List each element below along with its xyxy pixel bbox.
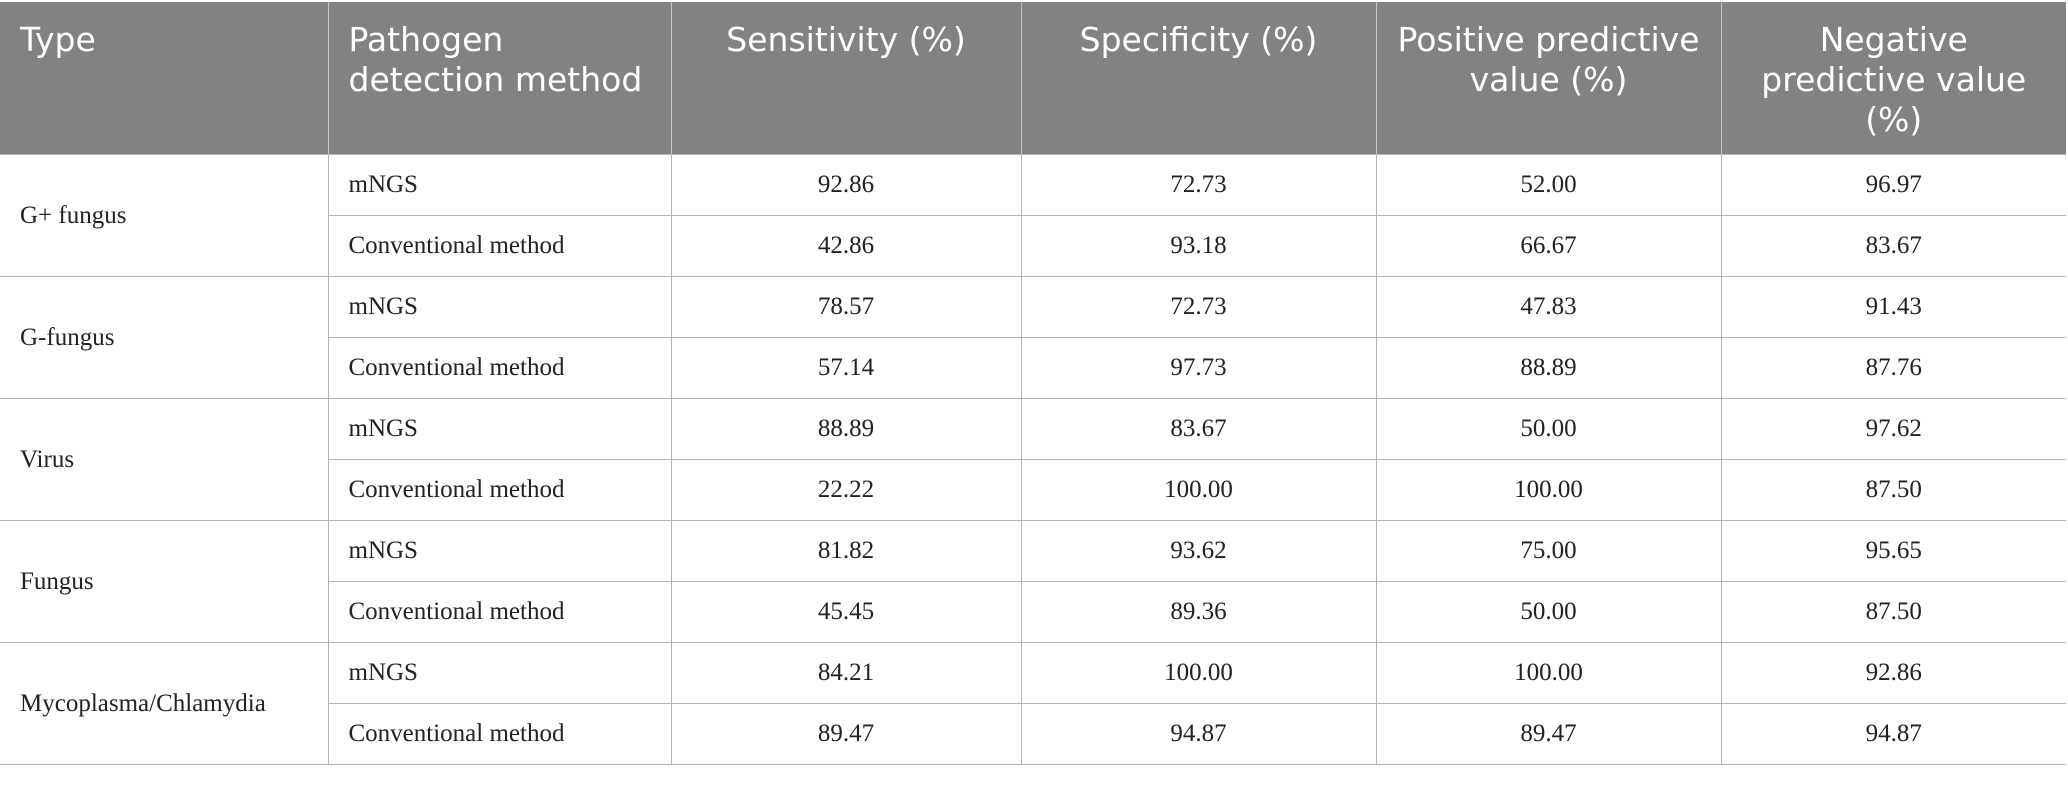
results-table: Type Pathogen detection method Sensitivi… [0, 2, 2066, 765]
ppv-cell: 100.00 [1375, 642, 1722, 704]
table-row: G+ fungus mNGS 92.86 72.73 52.00 96.97 [0, 154, 2066, 277]
sensitivity-cell: 57.14 [670, 337, 1022, 399]
header-sensitivity: Sensitivity (%) [670, 2, 1021, 155]
specificity-cell: 100.00 [1020, 459, 1377, 521]
type-cell: G+ fungus [0, 154, 329, 277]
type-cell: Mycoplasma/Chlamydia [0, 642, 329, 765]
method-cell: Conventional method [328, 215, 672, 277]
ppv-cell: 50.00 [1375, 581, 1722, 643]
ppv-cell: 100.00 [1375, 459, 1722, 521]
sensitivity-cell: 78.57 [670, 276, 1022, 338]
npv-cell: 87.76 [1720, 337, 2066, 399]
header-ppv: Positive predictive value (%) [1375, 2, 1721, 155]
sensitivity-cell: 88.89 [670, 398, 1022, 460]
npv-cell: 91.43 [1720, 276, 2066, 338]
table-row: Conventional method 42.86 93.18 66.67 83… [0, 215, 2066, 277]
type-cell: Virus [0, 398, 329, 521]
specificity-cell: 93.62 [1020, 520, 1377, 582]
method-cell: mNGS [327, 276, 672, 338]
ppv-cell: 50.00 [1375, 398, 1722, 460]
header-row: Type Pathogen detection method Sensitivi… [0, 2, 2066, 155]
table-row: Fungus mNGS 81.82 93.62 75.00 95.65 [0, 520, 2066, 643]
specificity-cell: 83.67 [1020, 398, 1377, 460]
sensitivity-cell: 89.47 [670, 703, 1022, 765]
ppv-cell: 52.00 [1375, 154, 1722, 216]
npv-cell: 97.62 [1720, 398, 2066, 460]
ppv-cell: 75.00 [1375, 520, 1722, 582]
ppv-cell: 47.83 [1375, 276, 1722, 338]
specificity-cell: 89.36 [1020, 581, 1377, 643]
table-row: Conventional method 89.47 94.87 89.47 94… [0, 703, 2066, 765]
specificity-cell: 97.73 [1020, 337, 1377, 399]
table-row: Conventional method 57.14 97.73 88.89 87… [0, 337, 2066, 399]
header-type: Type [0, 2, 328, 155]
ppv-cell: 66.67 [1375, 215, 1722, 277]
method-cell: Conventional method [328, 703, 672, 765]
method-cell: mNGS [327, 154, 672, 216]
table-row: G-fungus mNGS 78.57 72.73 47.83 91.43 [0, 276, 2066, 399]
specificity-cell: 72.73 [1020, 154, 1377, 216]
npv-cell: 95.65 [1720, 520, 2066, 582]
header-specificity: Specificity (%) [1020, 2, 1376, 155]
method-cell: mNGS [327, 398, 672, 460]
npv-cell: 96.97 [1720, 154, 2066, 216]
specificity-cell: 94.87 [1020, 703, 1377, 765]
npv-cell: 94.87 [1720, 703, 2066, 765]
header-npv: Negative predictive value (%) [1720, 2, 2066, 155]
npv-cell: 83.67 [1720, 215, 2066, 277]
specificity-cell: 72.73 [1020, 276, 1377, 338]
method-cell: Conventional method [328, 459, 672, 521]
method-cell: Conventional method [328, 337, 672, 399]
npv-cell: 87.50 [1720, 459, 2066, 521]
type-cell: Fungus [0, 520, 329, 643]
method-cell: Conventional method [328, 581, 672, 643]
npv-cell: 87.50 [1720, 581, 2066, 643]
ppv-cell: 88.89 [1375, 337, 1722, 399]
table-row: Virus mNGS 88.89 83.67 50.00 97.62 [0, 398, 2066, 521]
header-method: Pathogen detection method [327, 2, 671, 155]
sensitivity-cell: 22.22 [670, 459, 1022, 521]
sensitivity-cell: 42.86 [670, 215, 1022, 277]
sensitivity-cell: 84.21 [670, 642, 1022, 704]
specificity-cell: 100.00 [1020, 642, 1377, 704]
sensitivity-cell: 45.45 [670, 581, 1022, 643]
method-cell: mNGS [327, 520, 672, 582]
type-cell: G-fungus [0, 276, 329, 399]
table-row: Mycoplasma/Chlamydia mNGS 84.21 100.00 1… [0, 642, 2066, 765]
table-header: Type Pathogen detection method Sensitivi… [0, 2, 2066, 155]
sensitivity-cell: 81.82 [670, 520, 1022, 582]
ppv-cell: 89.47 [1375, 703, 1722, 765]
npv-cell: 92.86 [1720, 642, 2066, 704]
table-row: Conventional method 22.22 100.00 100.00 … [0, 459, 2066, 521]
specificity-cell: 93.18 [1020, 215, 1377, 277]
table-body: G+ fungus mNGS 92.86 72.73 52.00 96.97 C… [0, 154, 2066, 765]
sensitivity-cell: 92.86 [670, 154, 1022, 216]
method-cell: mNGS [327, 642, 672, 704]
